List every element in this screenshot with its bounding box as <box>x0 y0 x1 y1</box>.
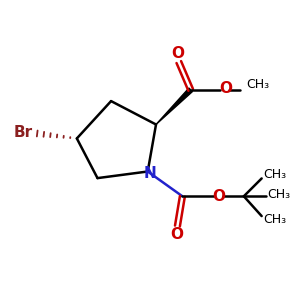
Polygon shape <box>156 88 192 124</box>
Text: O: O <box>171 46 184 61</box>
Text: Br: Br <box>14 125 33 140</box>
Text: CH₃: CH₃ <box>264 213 287 226</box>
Text: CH₃: CH₃ <box>246 78 269 92</box>
Text: O: O <box>219 81 232 96</box>
Text: N: N <box>143 166 156 181</box>
Text: CH₃: CH₃ <box>264 168 287 181</box>
Text: O: O <box>170 227 183 242</box>
Text: O: O <box>213 189 226 204</box>
Text: CH₃: CH₃ <box>268 188 291 201</box>
